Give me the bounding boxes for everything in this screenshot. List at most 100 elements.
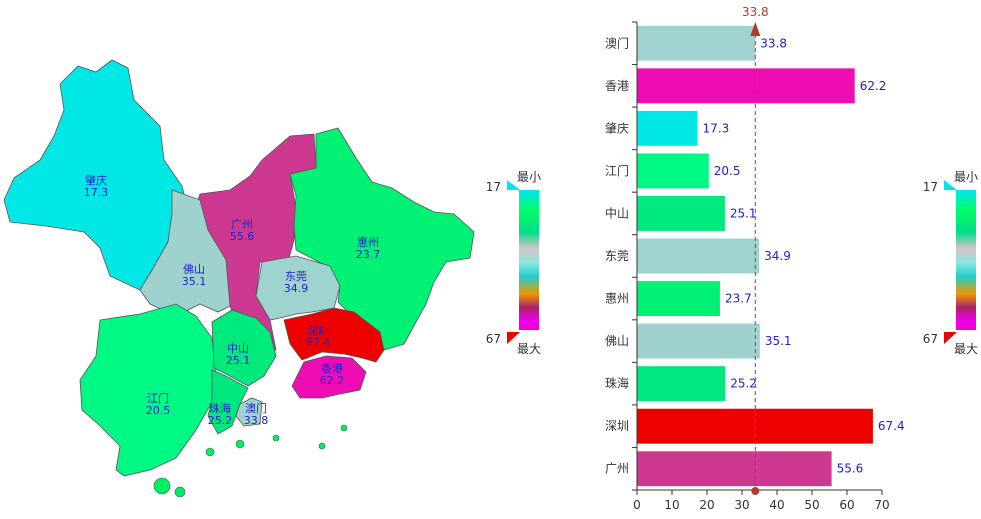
map-label-zhuhai-value: 25.2 — [208, 414, 233, 427]
map-chart — [3, 59, 475, 498]
mark-line-start-dot — [751, 487, 760, 495]
map-label-macau-value: 33.8 — [244, 414, 269, 427]
map-label-huizhou-value: 23.7 — [356, 248, 381, 261]
map-label-zhongshan-name: 中山 — [227, 342, 249, 355]
bar-data-label: 20.5 — [714, 164, 741, 178]
visual-map-min-label: 最小 — [517, 170, 541, 184]
map-island — [340, 424, 348, 432]
map-island — [174, 486, 186, 498]
y-tick-label: 江门 — [605, 163, 629, 178]
visual-map-bottom-handle[interactable] — [944, 332, 957, 344]
x-tick-label: 50 — [804, 498, 819, 512]
x-tick-label: 70 — [874, 498, 889, 512]
map-region-huizhou[interactable] — [289, 127, 475, 351]
visual-map-bar — [956, 190, 976, 330]
y-tick-label: 惠州 — [605, 292, 629, 306]
bar-data-label: 17.3 — [703, 121, 730, 135]
x-tick-label: 30 — [734, 498, 749, 512]
map-label-jiangmen-name: 江门 — [147, 391, 169, 405]
bar[interactable] — [637, 25, 756, 61]
x-tick-label: 10 — [664, 498, 679, 512]
bar[interactable] — [637, 323, 760, 359]
mark-line: 33.8 — [742, 5, 769, 495]
bar[interactable] — [637, 68, 855, 104]
map-label-guangzhou-name: 广州 — [231, 218, 253, 231]
map-label-shenzhen-name: 深圳 — [307, 324, 329, 337]
y-tick-label: 肇庆 — [605, 120, 629, 135]
y-tick-label: 珠海 — [605, 376, 629, 391]
map-label-huizhou-name: 惠州 — [357, 235, 379, 249]
map-visual-map[interactable]: 最小 最大 17 67 — [486, 170, 541, 356]
visual-map-min-value: 17 — [486, 180, 501, 194]
bar-data-label: 23.7 — [725, 292, 752, 306]
map-label-zhaoqing-name: 肇庆 — [85, 173, 107, 187]
map-label-foshan-name: 佛山 — [183, 263, 205, 276]
bar-visual-map[interactable]: 最小 最大 17 67 — [923, 170, 978, 356]
bar-data-label: 34.9 — [764, 249, 791, 263]
visual-map-max-label: 最大 — [517, 342, 541, 356]
map-region-shenzhen[interactable] — [283, 307, 385, 363]
map-label-hongkong-name: 香港 — [321, 362, 343, 375]
visual-map-max-value: 67 — [486, 332, 501, 346]
map-island — [235, 439, 245, 449]
bar-data-label: 62.2 — [860, 79, 887, 93]
bar[interactable] — [637, 196, 725, 231]
map-label-zhongshan-value: 25.1 — [226, 354, 251, 367]
bar[interactable] — [637, 110, 698, 146]
bar-data-label: 67.4 — [878, 419, 905, 433]
map-region-macau[interactable] — [235, 397, 263, 427]
mark-line-label: 33.8 — [742, 5, 769, 19]
map-label-dongguan-value: 34.9 — [284, 282, 309, 295]
x-tick-label: 20 — [699, 498, 714, 512]
bar-data-label: 35.1 — [765, 334, 792, 348]
visual-map-top-handle[interactable] — [507, 180, 520, 190]
bar[interactable] — [637, 281, 720, 316]
map-label-jiangmen-value: 20.5 — [146, 404, 171, 417]
visual-map-min-value: 17 — [923, 180, 938, 194]
visual-map-bar — [519, 190, 539, 330]
bar-data-label: 25.2 — [730, 377, 757, 391]
map-island — [205, 447, 215, 457]
x-tick-label: 60 — [839, 498, 854, 512]
bar[interactable] — [637, 451, 832, 487]
visual-map-top-handle[interactable] — [944, 180, 957, 190]
y-tick-label: 深圳 — [605, 419, 629, 433]
map-label-guangzhou-value: 55.6 — [230, 230, 255, 243]
visual-map-bottom-handle[interactable] — [507, 332, 520, 344]
y-tick-label: 澳门 — [605, 35, 629, 50]
map-region-dongguan[interactable] — [255, 255, 341, 321]
map-island — [272, 434, 280, 442]
map-region-jiangmen[interactable] — [79, 303, 217, 477]
map-label-hongkong-value: 62.2 — [320, 374, 345, 387]
map-label-dongguan-name: 东莞 — [285, 270, 307, 283]
bar[interactable] — [637, 153, 709, 189]
x-tick-label: 0 — [633, 498, 641, 512]
map-label-macau-name: 澳门 — [245, 401, 267, 415]
bar[interactable] — [637, 238, 760, 274]
bar-chart: 55.6 67.4 25.2 35.1 23.7 34.9 25.1 20.5 17.3 62.2… — [605, 5, 905, 512]
y-tick-label: 中山 — [605, 205, 629, 220]
bar[interactable] — [637, 366, 726, 402]
map-region-hongkong[interactable] — [291, 355, 367, 399]
y-tick-label: 东莞 — [605, 249, 629, 263]
y-tick-label: 香港 — [605, 79, 629, 93]
map-island — [318, 442, 326, 450]
visual-map-min-label: 最小 — [954, 170, 978, 184]
map-label-shenzhen-value: 67.4 — [306, 336, 331, 349]
visual-map-max-value: 67 — [923, 332, 938, 346]
map-region-zhuhai[interactable] — [207, 369, 249, 435]
bar-data-label: 55.6 — [837, 462, 864, 476]
map-label-foshan-value: 35.1 — [182, 275, 207, 288]
bar-data-label: 25.1 — [730, 206, 757, 220]
map-region-foshan[interactable] — [139, 189, 231, 317]
y-tick-label: 广州 — [605, 462, 629, 476]
visual-map-max-label: 最大 — [954, 342, 978, 356]
mark-line-arrow — [750, 22, 761, 36]
map-island — [153, 477, 171, 495]
y-tick-label: 佛山 — [605, 334, 629, 348]
x-tick-label: 40 — [769, 498, 784, 512]
map-region-zhongshan[interactable] — [211, 309, 277, 387]
map-label-zhuhai-name: 珠海 — [209, 401, 231, 415]
